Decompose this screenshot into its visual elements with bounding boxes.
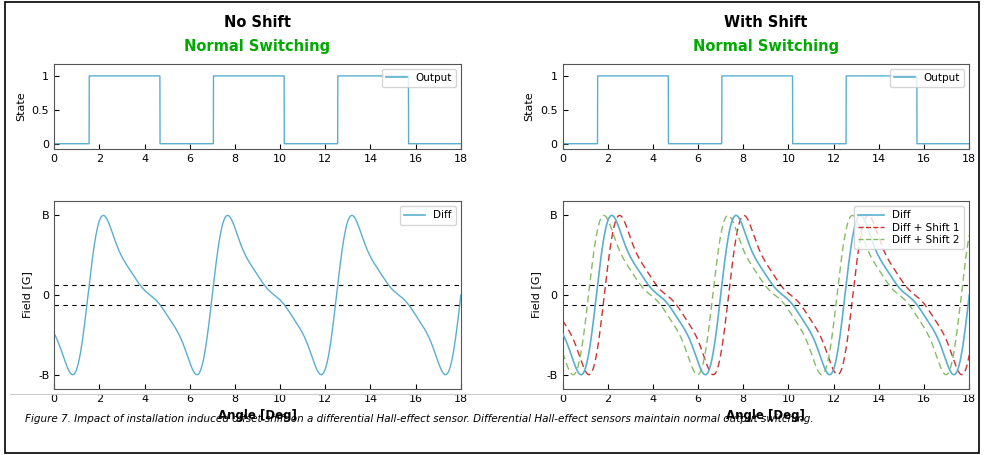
Legend: Diff: Diff (400, 206, 456, 225)
Diff + Shift 1 (860, 214, 872, 220)
Diff (963, 292, 975, 298)
Diff + Shift 1 (892, 271, 903, 276)
Diff (606, 212, 618, 218)
Diff + Shift 1 (963, 352, 975, 358)
Diff (801, 323, 813, 328)
Diff + Shift 1 (557, 318, 569, 323)
Diff + Shift 1 (631, 250, 643, 256)
Diff + Shift 2 (860, 243, 872, 249)
Legend: Output: Output (891, 69, 964, 87)
Text: Normal Switching: Normal Switching (184, 39, 331, 54)
Diff (557, 331, 569, 336)
Y-axis label: Field [G]: Field [G] (530, 272, 541, 318)
Diff (712, 315, 724, 321)
Diff (824, 372, 835, 377)
Diff + Shift 2 (722, 212, 734, 218)
Diff + Shift 2 (892, 291, 903, 296)
Diff + Shift 2 (712, 250, 724, 256)
Y-axis label: State: State (524, 91, 534, 121)
Text: With Shift: With Shift (724, 15, 808, 30)
Legend: Output: Output (382, 69, 456, 87)
Line: Diff: Diff (563, 215, 969, 374)
Diff + Shift 2 (801, 338, 813, 343)
Diff + Shift 2 (557, 350, 569, 355)
X-axis label: Angle [Deg]: Angle [Deg] (726, 410, 805, 422)
Diff + Shift 1 (862, 212, 874, 218)
Diff + Shift 1 (822, 350, 833, 356)
Diff (892, 283, 903, 288)
Y-axis label: Field [G]: Field [G] (23, 272, 32, 318)
Diff (631, 264, 643, 270)
Legend: Diff, Diff + Shift 1, Diff + Shift 2: Diff, Diff + Shift 1, Diff + Shift 2 (854, 206, 964, 249)
Diff + Shift 1 (801, 311, 813, 316)
X-axis label: Angle [Deg]: Angle [Deg] (218, 410, 297, 422)
Diff + Shift 2 (822, 361, 833, 367)
Diff + Shift 2 (631, 276, 643, 282)
Diff + Shift 1 (712, 364, 724, 369)
Diff + Shift 1 (707, 372, 719, 377)
Diff (860, 221, 872, 227)
Text: No Shift: No Shift (224, 15, 291, 30)
Diff (822, 370, 833, 375)
Text: Figure 7. Impact of installation induced offset shift on a differential Hall-eff: Figure 7. Impact of installation induced… (25, 414, 813, 424)
Line: Diff + Shift 1: Diff + Shift 1 (563, 215, 969, 374)
Diff + Shift 2 (963, 233, 975, 238)
Text: Normal Switching: Normal Switching (693, 39, 839, 54)
Diff + Shift 2 (816, 372, 828, 377)
Line: Diff + Shift 2: Diff + Shift 2 (563, 215, 969, 374)
Y-axis label: State: State (16, 91, 27, 121)
